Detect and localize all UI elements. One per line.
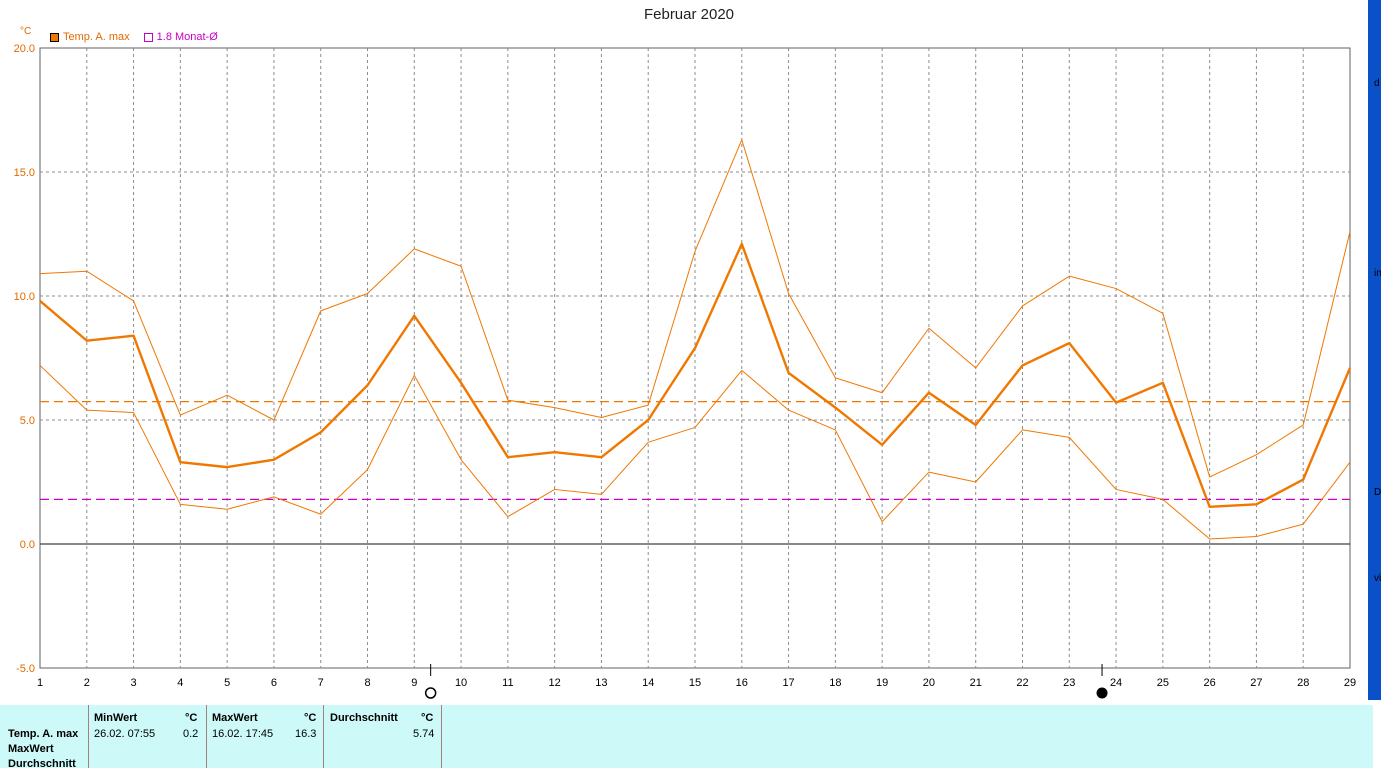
x-tick-label: 18 <box>829 677 841 689</box>
x-tick-label: 23 <box>1063 677 1075 689</box>
x-tick-label: 20 <box>923 677 935 689</box>
x-tick-label: 4 <box>177 677 183 689</box>
series-line-lower <box>39 365 1351 540</box>
stats-divider <box>441 705 442 768</box>
y-axis-unit: °C <box>20 26 32 37</box>
right-strip-letter-3: D <box>1374 487 1381 498</box>
x-tick-label: 27 <box>1250 677 1262 689</box>
x-tick-label: 7 <box>318 677 324 689</box>
header-max-unit: °C <box>304 712 317 724</box>
x-tick-label: 10 <box>455 677 467 689</box>
stats-divider <box>88 705 89 768</box>
x-tick-label: 2 <box>84 677 90 689</box>
x-tick-label: 15 <box>689 677 701 689</box>
right-strip-letter-1: d <box>1374 78 1380 89</box>
x-tick-label: 29 <box>1344 677 1356 689</box>
avg-value: 5.74 <box>413 728 435 740</box>
legend-label-monthly-avg: 1.8 Monat-Ø <box>156 31 218 43</box>
header-avg-unit: °C <box>421 712 434 724</box>
x-tick-label: 3 <box>131 677 137 689</box>
chart-title: Februar 2020 <box>643 6 735 23</box>
x-tick-label: 14 <box>642 677 654 689</box>
max-value: 16.3 <box>295 728 317 740</box>
full-moon-icon <box>424 687 437 699</box>
x-tick-label: 13 <box>595 677 607 689</box>
x-tick-label: 9 <box>411 677 417 689</box>
new-moon-icon <box>1096 687 1108 699</box>
y-tick-label: 10.0 <box>14 291 35 303</box>
y-tick-label: 15.0 <box>14 167 35 179</box>
x-tick-label: 16 <box>736 677 748 689</box>
x-tick-label: 19 <box>876 677 888 689</box>
y-tick-label: 20.0 <box>14 43 35 55</box>
header-max: MaxWert <box>212 712 258 724</box>
legend-item-temp-max[interactable]: Temp. A. max <box>50 31 130 43</box>
legend-swatch-temp-max <box>50 32 59 42</box>
chart-plot: 20.015.010.05.00.0-5.01 2 3 4 5 6 7 8 9 10 11 12 13 1… <box>14 43 1356 699</box>
x-tick-label: 26 <box>1204 677 1216 689</box>
x-tick-label: 6 <box>271 677 277 689</box>
x-tick-label: 8 <box>364 677 370 689</box>
series-line-upper <box>39 139 1351 478</box>
row-label-maxwert: MaxWert <box>8 743 54 755</box>
header-min-unit: °C <box>185 712 198 724</box>
row-label-durchschnitt: Durchschnitt <box>8 758 76 770</box>
stats-divider <box>323 705 324 768</box>
x-tick-label: 11 <box>502 677 513 689</box>
statistics-panel: MinWert °C MaxWert °C Durchschnitt °C Te… <box>0 705 1373 770</box>
right-strip-letter-2: in <box>1374 268 1381 279</box>
series-line-main <box>39 242 1352 508</box>
min-value: 0.2 <box>183 728 199 740</box>
legend-item-monthly-avg[interactable]: 1.8 Monat-Ø <box>143 31 218 43</box>
x-tick-label: 17 <box>782 677 794 689</box>
x-tick-label: 28 <box>1297 677 1309 689</box>
right-side-strip: d in D vi <box>1368 0 1381 700</box>
x-tick-label: 21 <box>970 677 982 689</box>
min-time: 26.02. 07:55 <box>94 728 156 740</box>
x-tick-label: 24 <box>1110 677 1122 689</box>
x-tick-label: 5 <box>224 677 230 689</box>
y-tick-label: 0.0 <box>20 539 35 551</box>
header-avg: Durchschnitt <box>330 712 398 724</box>
x-tick-label: 25 <box>1157 677 1169 689</box>
row-label-temp-max: Temp. A. max <box>8 728 79 740</box>
right-strip-letter-4: vi <box>1374 573 1381 584</box>
max-time: 16.02. 17:45 <box>212 728 274 740</box>
legend: Temp. A. max 1.8 Monat-Ø <box>50 31 218 43</box>
legend-label-temp-max: Temp. A. max <box>63 31 130 43</box>
x-tick-label: 1 <box>37 677 43 689</box>
y-tick-label: -5.0 <box>16 663 35 675</box>
x-tick-label: 12 <box>549 677 561 689</box>
y-tick-label: 5.0 <box>20 415 35 427</box>
stats-divider <box>206 705 207 768</box>
x-tick-label: 22 <box>1016 677 1028 689</box>
header-min: MinWert <box>94 712 138 724</box>
legend-swatch-monthly-avg <box>143 32 153 42</box>
